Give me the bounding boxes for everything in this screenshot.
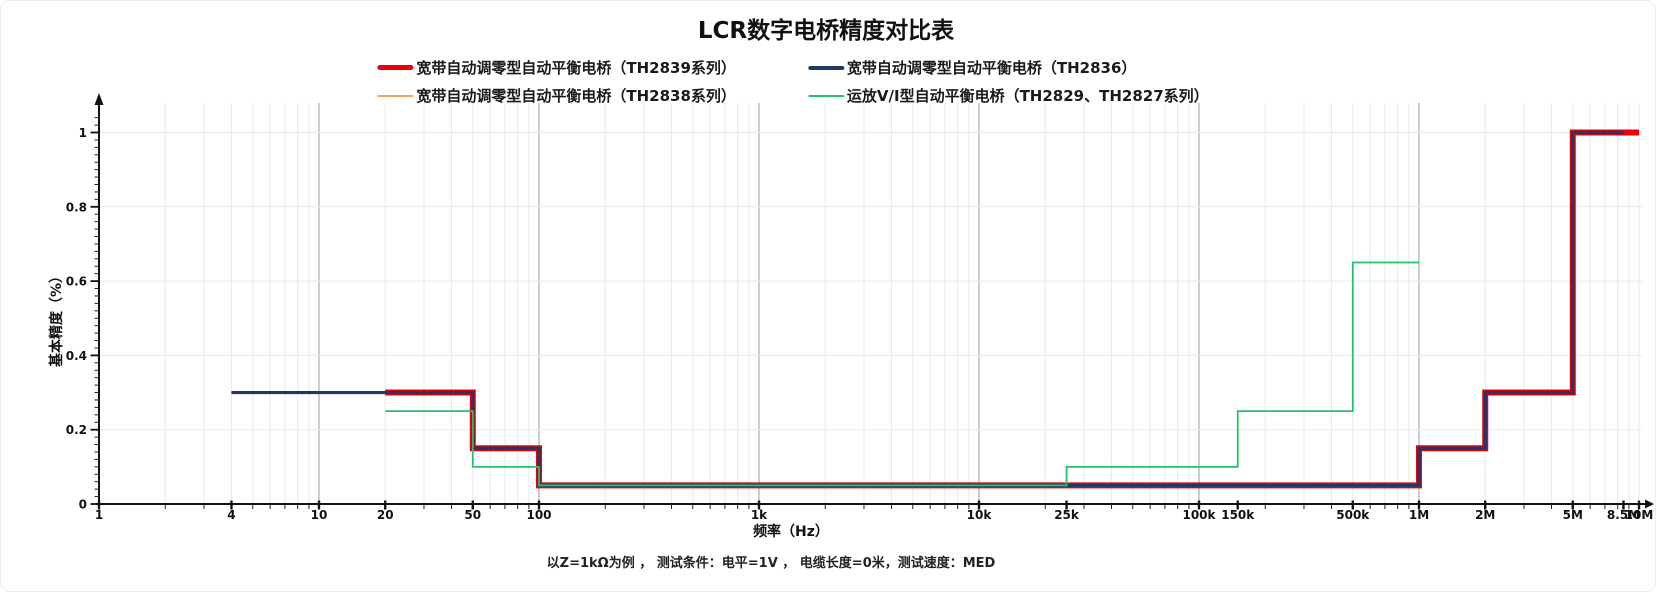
y-axis-arrow <box>94 93 104 105</box>
x-tick-label: 100 <box>526 508 551 522</box>
x-axis-label: 频率（Hz） <box>753 524 829 540</box>
x-ticks <box>97 500 1641 510</box>
x-minor-gridlines <box>164 103 1640 504</box>
x-tick-label: 4 <box>227 508 235 522</box>
x-axis-arrow <box>1645 499 1654 509</box>
y-tick-label: 1 <box>79 126 87 140</box>
y-tick-label: 0.8 <box>66 200 87 214</box>
series-line-2 <box>385 391 1486 487</box>
y-gridlines <box>99 132 1642 431</box>
x-tick-label: 20 <box>377 508 394 522</box>
legend-label-th2836: 宽带自动调零型自动平衡电桥（TH2836） <box>846 59 1137 77</box>
chart-title: LCR数字电桥精度对比表 <box>697 18 955 44</box>
legend-item-th2829: 运放V/I型自动平衡电桥（TH2829、TH2827系列） <box>807 85 1209 106</box>
legend-label-th2829: 运放V/I型自动平衡电桥（TH2829、TH2827系列） <box>846 87 1209 105</box>
legend-marker-th2839 <box>377 65 414 70</box>
y-tick-labels: 0 0.2 0.4 0.6 0.8 1 <box>66 126 87 512</box>
legend-marker-th2836 <box>807 65 844 70</box>
x-tick-label: 100k <box>1182 508 1216 522</box>
test-conditions-footnote: 以Z=1kΩ为例 ， 测试条件：电平=1V ， 电缆长度=0米，测试速度：MED <box>546 556 996 571</box>
x-tick-label: 5M <box>1563 508 1583 522</box>
legend-item-th2838: 宽带自动调零型自动平衡电桥（TH2838系列） <box>377 85 736 106</box>
legend-marker-th2829 <box>807 94 844 97</box>
x-tick-label: 10k <box>967 508 993 522</box>
x-tick-label: 1k <box>751 508 768 522</box>
x-tick-label: 25k <box>1054 508 1080 522</box>
legend-label-th2838: 宽带自动调零型自动平衡电桥（TH2838系列） <box>416 87 736 105</box>
y-tick-label: 0.6 <box>66 275 87 289</box>
x-tick-label: 1M <box>1409 508 1429 522</box>
x-tick-label: 10M <box>1625 508 1654 522</box>
x-tick-label: 500k <box>1336 508 1370 522</box>
x-tick-label: 150k <box>1221 508 1255 522</box>
y-tick-label: 0 <box>79 498 87 512</box>
legend-label-th2839: 宽带自动调零型自动平衡电桥（TH2839系列） <box>416 59 736 77</box>
x-tick-label: 1 <box>95 508 103 522</box>
x-tick-label: 10 <box>311 508 328 522</box>
y-tick-label: 0.4 <box>66 349 87 363</box>
legend: 宽带自动调零型自动平衡电桥（TH2839系列） 宽带自动调零型自动平衡电桥（TH… <box>377 57 1209 106</box>
series-line-1 <box>231 130 1624 488</box>
y-tick-label: 0.2 <box>66 423 87 437</box>
y-ticks <box>90 117 99 505</box>
series-line-0 <box>385 129 1639 489</box>
x-tick-label: 8.5M <box>1607 508 1640 522</box>
y-axis-label: 基本精度（%） <box>49 268 65 368</box>
legend-item-th2839: 宽带自动调零型自动平衡电桥（TH2839系列） <box>377 57 736 78</box>
series-line-3 <box>385 261 1419 487</box>
x-major-gridlines <box>318 103 1420 504</box>
x-tick-labels: 1 4 10 20 50 100 1k 10k 25k 100k 150k 500k 1M 2M 5M 8.5… <box>95 508 1654 522</box>
series-lines <box>231 129 1639 489</box>
x-tick-label: 50 <box>464 508 481 522</box>
x-tick-label: 2M <box>1475 508 1495 522</box>
legend-marker-th2838 <box>377 94 414 97</box>
legend-item-th2836: 宽带自动调零型自动平衡电桥（TH2836） <box>807 57 1209 78</box>
